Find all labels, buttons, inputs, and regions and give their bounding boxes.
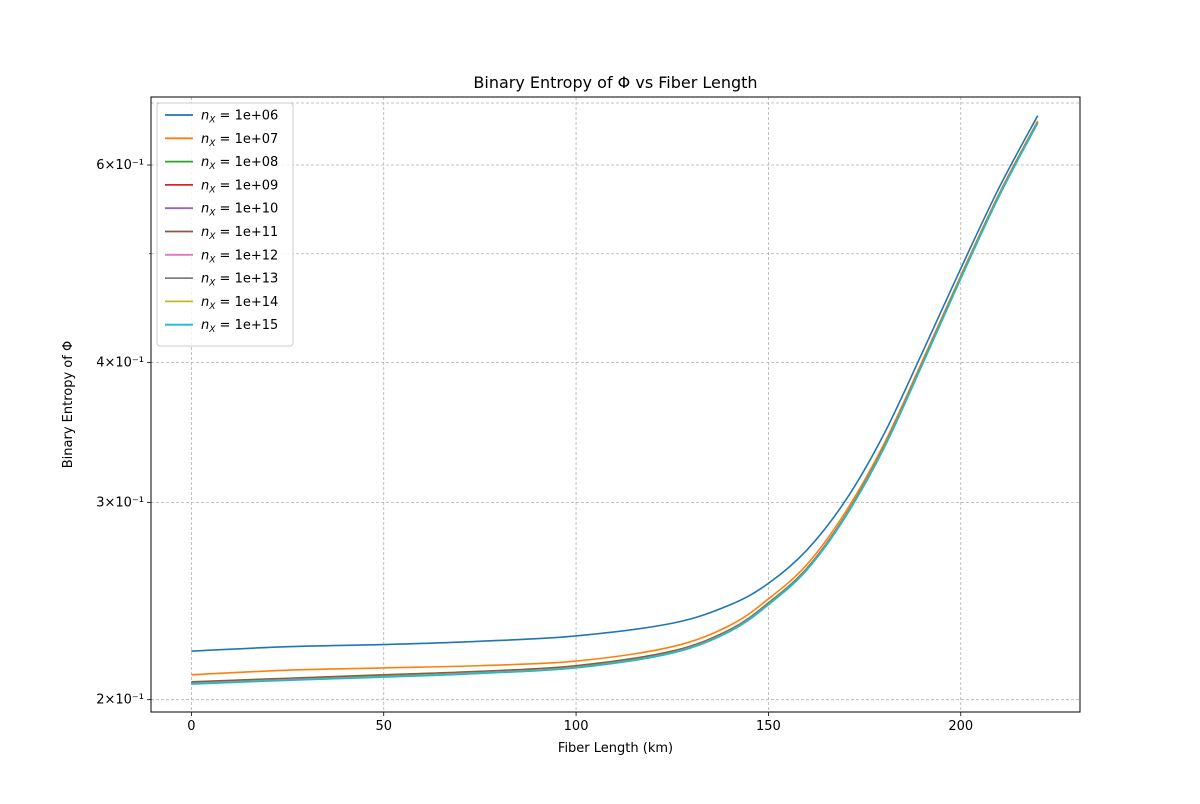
legend-subscript-x: X bbox=[208, 325, 216, 335]
series-layer bbox=[191, 115, 1039, 685]
legend-entry-1e+12: nX = 1e+12 bbox=[201, 248, 278, 265]
legend-subscript-x: X bbox=[208, 232, 216, 242]
legend-value: = 1e+14 bbox=[215, 295, 278, 310]
legend-subscript-x: X bbox=[208, 162, 216, 172]
legend-subscript-x: X bbox=[208, 139, 216, 149]
legend-entry-1e+06: nX = 1e+06 bbox=[201, 109, 278, 126]
legend-symbol-n: n bbox=[201, 272, 209, 287]
legend-entry-1e+09: nX = 1e+09 bbox=[201, 178, 278, 195]
x-tick-label: 50 bbox=[375, 719, 392, 734]
plot-frame bbox=[150, 96, 1081, 713]
y-tick-label: 3×10⁻¹ bbox=[96, 495, 144, 510]
tick-layer: 0 50 100 150 200 2×10⁻¹ 3×10⁻¹ 4×10⁻¹ 6×10⁻¹ bbox=[96, 158, 973, 734]
chart-title: Binary Entropy of Φ vs Fiber Length bbox=[473, 73, 757, 92]
legend-subscript-x: X bbox=[208, 185, 216, 195]
legend-entry-1e+07: nX = 1e+07 bbox=[201, 132, 278, 149]
legend-entry-1e+11: nX = 1e+11 bbox=[201, 225, 278, 242]
x-tick-label: 0 bbox=[187, 719, 195, 734]
legend-subscript-x: X bbox=[208, 255, 216, 265]
legend-entry-1e+15: nX = 1e+15 bbox=[201, 318, 278, 335]
legend-entry-1e+14: nX = 1e+14 bbox=[201, 295, 278, 312]
legend-box bbox=[156, 102, 294, 347]
legend-value: = 1e+09 bbox=[215, 178, 278, 193]
legend-entry-1e+13: nX = 1e+13 bbox=[201, 272, 278, 289]
x-tick-label: 150 bbox=[756, 719, 781, 734]
legend-symbol-n: n bbox=[201, 109, 209, 124]
y-tick-label: 2×10⁻¹ bbox=[96, 693, 144, 708]
legend-subscript-x: X bbox=[208, 279, 216, 289]
legend-entry-1e+08: nX = 1e+08 bbox=[201, 155, 278, 172]
legend-value: = 1e+11 bbox=[215, 225, 278, 240]
legend-symbol-n: n bbox=[201, 318, 209, 333]
x-tick-label: 100 bbox=[564, 719, 589, 734]
legend-subscript-x: X bbox=[208, 116, 216, 126]
legend-value: = 1e+07 bbox=[215, 132, 278, 147]
legend-subscript-x: X bbox=[208, 209, 216, 219]
legend-symbol-n: n bbox=[201, 225, 209, 240]
legend-value: = 1e+12 bbox=[215, 248, 278, 263]
legend-value: = 1e+15 bbox=[215, 318, 278, 333]
y-axis-label: Binary Entropy of Φ bbox=[61, 341, 76, 468]
y-tick-label: 4×10⁻¹ bbox=[96, 355, 144, 370]
x-axis-label: Fiber Length (km) bbox=[558, 741, 673, 756]
legend-value: = 1e+08 bbox=[215, 155, 278, 170]
legend-value: = 1e+06 bbox=[215, 109, 278, 124]
legend-value: = 1e+13 bbox=[215, 272, 278, 287]
legend-symbol-n: n bbox=[201, 202, 209, 217]
legend-symbol-n: n bbox=[201, 178, 209, 193]
legend-symbol-n: n bbox=[201, 295, 209, 310]
legend-symbol-n: n bbox=[201, 155, 209, 170]
y-tick-label: 6×10⁻¹ bbox=[96, 158, 144, 173]
series-line-1e+15 bbox=[191, 122, 1039, 685]
series-line-1e+07 bbox=[191, 120, 1039, 676]
legend-subscript-x: X bbox=[208, 302, 216, 312]
series-line-1e+06 bbox=[191, 115, 1039, 652]
legend-value: = 1e+10 bbox=[215, 202, 278, 217]
legend-symbol-n: n bbox=[201, 132, 209, 147]
legend-symbol-n: n bbox=[201, 248, 209, 263]
legend-entry-1e+10: nX = 1e+10 bbox=[201, 202, 278, 219]
x-tick-label: 200 bbox=[948, 719, 973, 734]
